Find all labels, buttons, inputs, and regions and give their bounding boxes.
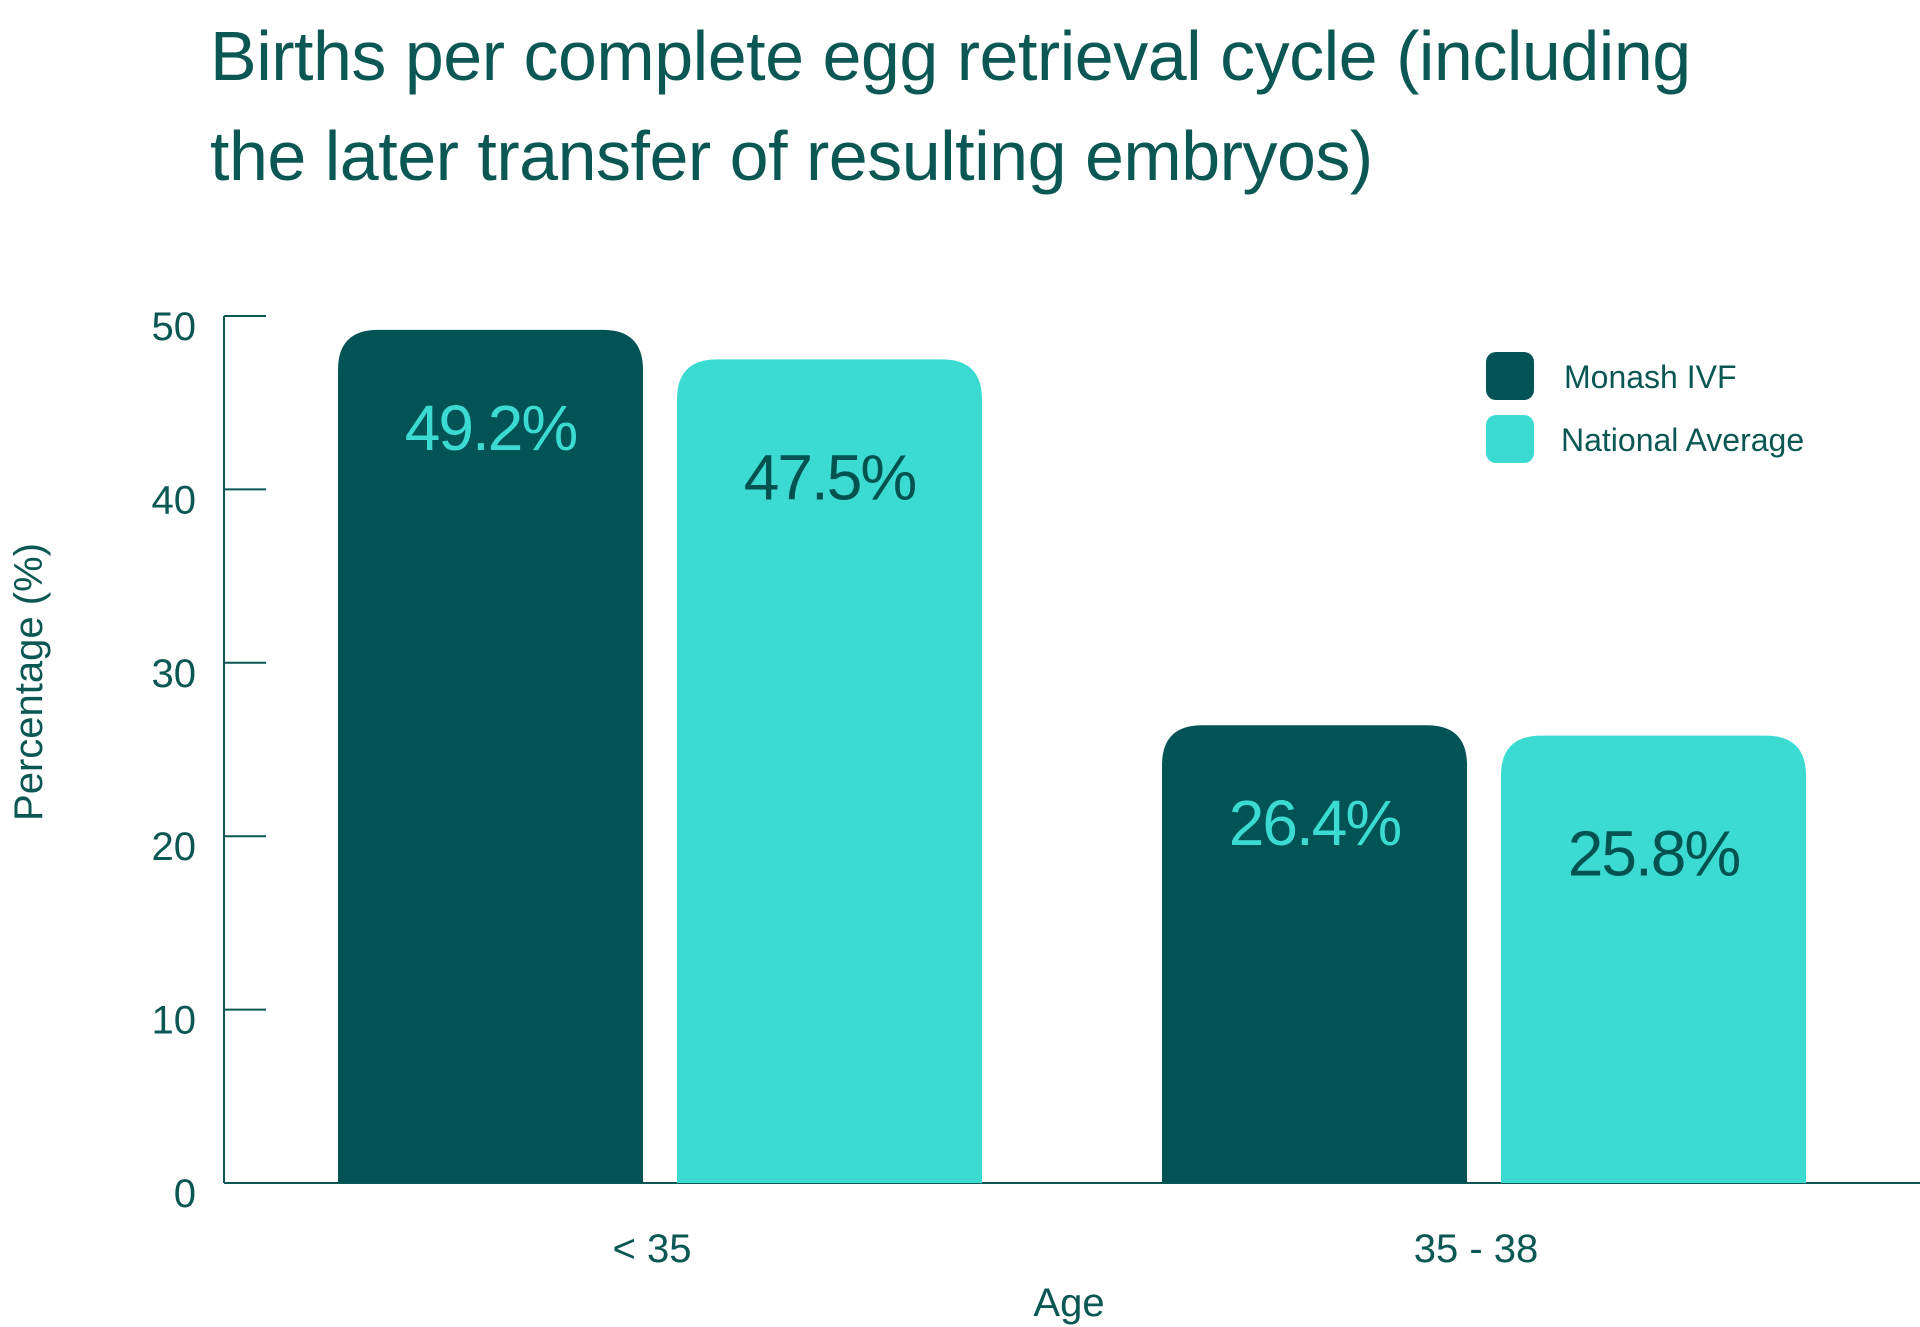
chart-title: Births per complete egg retrieval cycle … bbox=[210, 6, 1910, 206]
bar bbox=[1162, 725, 1467, 1183]
bar bbox=[338, 329, 643, 1183]
x-axis-label: Age bbox=[1033, 1281, 1104, 1325]
x-tick-label: 35 - 38 bbox=[1414, 1227, 1539, 1271]
legend-swatch bbox=[1486, 352, 1534, 400]
bar bbox=[1501, 735, 1806, 1183]
bar-data-labels: 49.2% 47.5% 26.4% 25.8% bbox=[405, 392, 1742, 890]
legend-label: National Average bbox=[1561, 422, 1804, 458]
y-tick-label: 20 bbox=[152, 825, 197, 869]
chart-title-line-1: Births per complete egg retrieval cycle … bbox=[210, 17, 1691, 95]
x-axis-ticks: < 35 35 - 38 bbox=[613, 1227, 1539, 1271]
y-axis-ticks: 0 10 20 30 40 50 bbox=[152, 305, 266, 1216]
x-tick-label: < 35 bbox=[613, 1227, 692, 1271]
chart-legend: Monash IVF National Average bbox=[1486, 352, 1804, 463]
chart-bars bbox=[338, 329, 1806, 1184]
legend-swatch bbox=[1486, 415, 1534, 463]
bar-value-label: 49.2% bbox=[405, 392, 577, 464]
y-axis-label: Percentage (%) bbox=[7, 543, 51, 821]
y-tick-label: 30 bbox=[152, 652, 197, 696]
chart-title-line-2: the later transfer of resulting embryos) bbox=[210, 117, 1373, 195]
bar bbox=[677, 359, 982, 1184]
y-tick-label: 0 bbox=[174, 1172, 196, 1216]
bar-value-label: 47.5% bbox=[744, 441, 916, 513]
bar-value-label: 25.8% bbox=[1568, 818, 1740, 890]
y-tick-label: 40 bbox=[152, 478, 197, 522]
y-tick-label: 10 bbox=[152, 999, 197, 1043]
bar-value-label: 26.4% bbox=[1229, 787, 1401, 859]
y-tick-label: 50 bbox=[152, 305, 197, 349]
legend-label: Monash IVF bbox=[1564, 359, 1737, 395]
